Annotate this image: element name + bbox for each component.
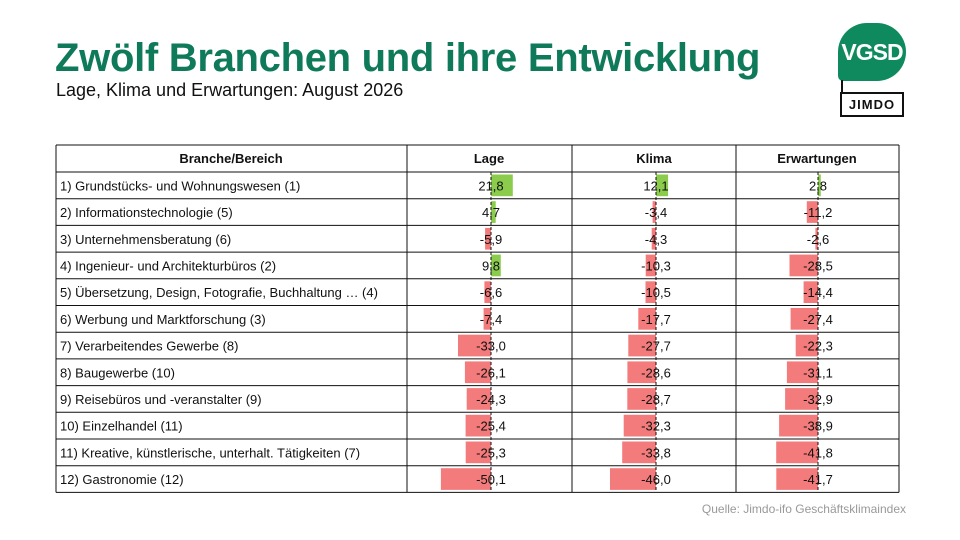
bar-6-erwartungen xyxy=(790,308,818,330)
bar-2-erwartungen xyxy=(806,201,818,223)
bar-4-klima xyxy=(645,254,656,277)
value-label: 2,8 xyxy=(809,178,827,193)
row-label: 7) Verarbeitendes Gewerbe (8) xyxy=(60,339,238,354)
value-label: -33,8 xyxy=(641,445,671,460)
row-label: 6) Werbung und Marktforschung (3) xyxy=(60,312,266,327)
bar-3-klima xyxy=(651,227,656,250)
row-label: 10) Einzelhandel (11) xyxy=(60,419,183,434)
value-label: -26,1 xyxy=(476,365,506,380)
bar-9-lage xyxy=(466,388,491,410)
page-subtitle: Lage, Klima und Erwartungen: August 2026 xyxy=(56,80,404,100)
vgsd-logo-text: VGSD xyxy=(841,38,903,65)
value-label: -25,4 xyxy=(476,419,506,434)
column-header: Erwartungen xyxy=(777,151,857,166)
value-label: -4,3 xyxy=(645,232,667,247)
bar-9-klima xyxy=(627,388,656,410)
value-label: -41,8 xyxy=(803,445,833,460)
value-label: -28,7 xyxy=(641,392,671,407)
value-label: -41,7 xyxy=(803,472,833,487)
bar-5-lage xyxy=(484,281,491,303)
bar-2-klima xyxy=(652,201,656,223)
value-label: -7,4 xyxy=(480,312,502,327)
value-label: -17,7 xyxy=(641,312,671,327)
value-label: 4,7 xyxy=(482,205,500,220)
value-label: -38,9 xyxy=(803,419,833,434)
jimdo-logo-text: JIMDO xyxy=(848,97,896,112)
bar-8-lage xyxy=(464,361,491,384)
bar-1-klima xyxy=(656,174,669,197)
bar-12-lage xyxy=(440,468,491,490)
bar-3-erwartungen xyxy=(815,227,818,250)
value-label: -10,3 xyxy=(641,258,671,273)
bar-5-erwartungen xyxy=(803,281,818,303)
bar-6-lage xyxy=(483,308,491,330)
bar-12-erwartungen xyxy=(776,468,818,490)
value-label: -27,4 xyxy=(803,312,833,327)
value-label: -25,3 xyxy=(476,445,506,460)
bar-11-erwartungen xyxy=(776,441,818,464)
row-label: 8) Baugewerbe (10) xyxy=(60,365,175,380)
bar-6-klima xyxy=(638,308,656,330)
bar-4-erwartungen xyxy=(789,254,818,277)
value-label: -32,3 xyxy=(641,419,671,434)
value-label: 9,8 xyxy=(482,258,500,273)
value-label: -2,6 xyxy=(807,232,829,247)
value-label: -28,5 xyxy=(803,258,833,273)
value-label: 12,1 xyxy=(643,178,668,193)
page-title: Zwölf Branchen und ihre Entwicklung xyxy=(55,36,761,80)
value-label: -14,4 xyxy=(803,285,833,300)
value-label: -3,4 xyxy=(645,205,667,220)
value-label: -24,3 xyxy=(476,392,506,407)
logo-divider xyxy=(841,80,843,94)
bar-1-erwartungen xyxy=(818,174,821,197)
value-label: -27,7 xyxy=(641,339,671,354)
row-label: 3) Unternehmensberatung (6) xyxy=(60,232,231,247)
column-header: Klima xyxy=(636,151,672,166)
value-label: -6,6 xyxy=(480,285,502,300)
row-label: 11) Kreative, künstlerische, unterhalt. … xyxy=(60,445,360,460)
row-label: 2) Informationstechnologie (5) xyxy=(60,205,233,220)
bar-7-lage xyxy=(458,334,491,357)
value-label: -31,1 xyxy=(803,365,833,380)
bar-5-klima xyxy=(645,281,656,303)
value-label: -50,1 xyxy=(476,472,506,487)
bar-2-lage xyxy=(491,201,496,223)
bar-10-lage xyxy=(465,414,491,437)
value-label: -10,5 xyxy=(641,285,671,300)
bar-8-erwartungen xyxy=(786,361,818,384)
bar-11-klima xyxy=(622,441,656,464)
bar-8-klima xyxy=(627,361,656,384)
value-label: -22,3 xyxy=(803,339,833,354)
source-note: Quelle: Jimdo-ifo Geschäftsklimaindex xyxy=(701,502,906,516)
bar-3-lage xyxy=(485,227,491,250)
bar-4-lage xyxy=(491,254,501,277)
bar-12-klima xyxy=(610,468,656,490)
row-label: 9) Reisebüros und -veranstalter (9) xyxy=(60,392,262,407)
value-label: -28,6 xyxy=(641,365,671,380)
value-label: 21,8 xyxy=(478,178,503,193)
bar-7-erwartungen xyxy=(795,334,818,357)
value-label: -33,0 xyxy=(476,339,506,354)
jimdo-logo: JIMDO xyxy=(840,92,904,117)
value-label: -11,2 xyxy=(804,205,833,220)
column-header: Branche/Bereich xyxy=(179,151,282,166)
bar-7-klima xyxy=(628,334,656,357)
bar-10-erwartungen xyxy=(779,414,818,437)
bar-1-lage xyxy=(491,174,513,197)
value-label: -46,0 xyxy=(641,472,671,487)
column-header: Lage xyxy=(474,151,504,166)
bar-11-lage xyxy=(465,441,491,464)
row-label: 12) Gastronomie (12) xyxy=(60,472,184,487)
vgsd-logo: VGSD xyxy=(838,23,906,81)
row-label: 4) Ingenieur- und Architekturbüros (2) xyxy=(60,258,276,273)
bar-10-klima xyxy=(623,414,656,437)
value-label: -5,9 xyxy=(480,232,502,247)
row-label: 5) Übersetzung, Design, Fotografie, Buch… xyxy=(60,285,378,300)
bar-9-erwartungen xyxy=(785,388,818,410)
row-label: 1) Grundstücks- und Wohnungswesen (1) xyxy=(60,178,300,193)
value-label: -32,9 xyxy=(803,392,833,407)
